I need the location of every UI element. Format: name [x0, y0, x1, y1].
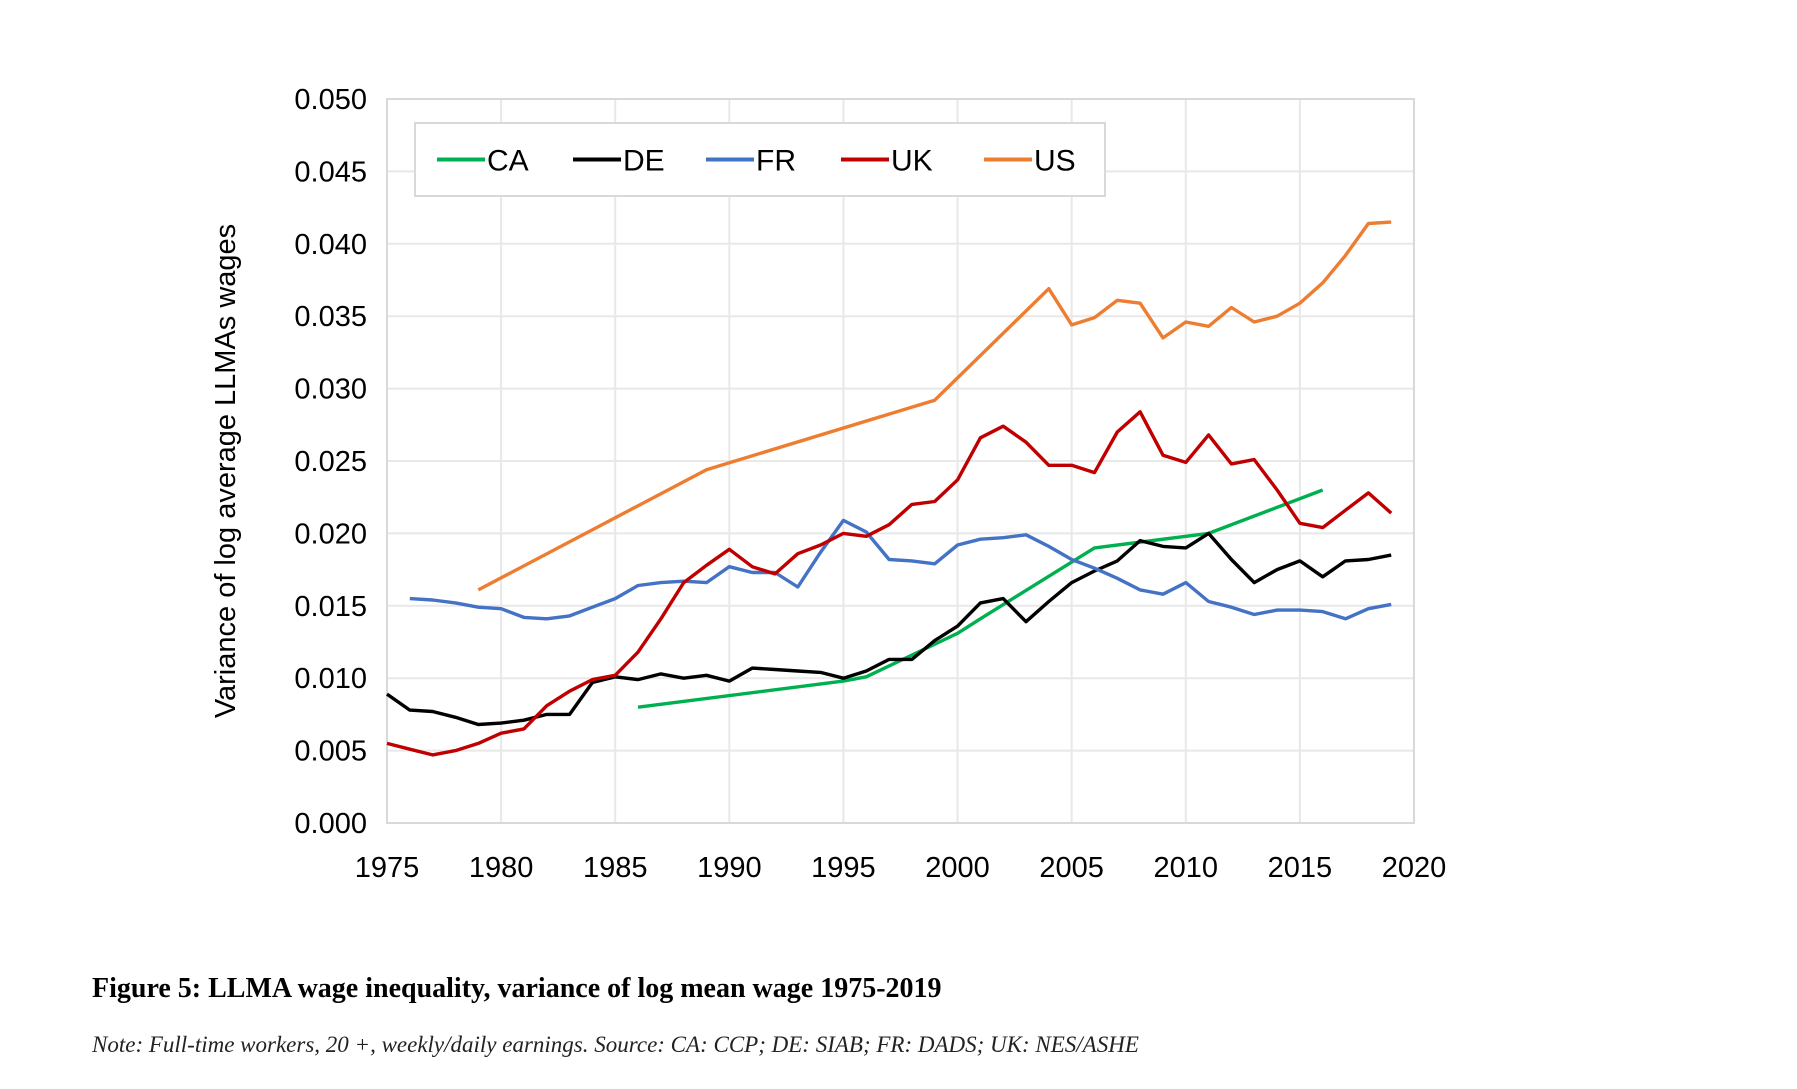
y-tick-label: 0.045 [294, 156, 367, 188]
plot-area [386, 98, 1415, 824]
series-line-us [477, 220, 1392, 592]
legend-label: UK [891, 145, 933, 178]
legend-item-de: DE [573, 145, 665, 178]
x-tick-label: 1985 [583, 852, 648, 884]
y-tick-label: 0.020 [294, 518, 367, 550]
legend-item-fr: FR [706, 145, 796, 178]
figure-caption-title: Figure 5: LLMA wage inequality, variance… [92, 973, 942, 1004]
y-tick-label: 0.050 [294, 84, 367, 116]
series-line-fr [409, 518, 1392, 621]
y-tick-label: 0.005 [294, 736, 367, 768]
x-tick-label: 2020 [1382, 852, 1447, 884]
legend-label: FR [756, 145, 796, 178]
y-axis: 0.000 0.005 0.010 0.015 0.020 0.025 0.030 0.035… [294, 84, 367, 840]
legend-item-us: US [984, 145, 1076, 178]
legend: CA DE FR UK US [414, 122, 1106, 197]
y-tick-label: 0.040 [294, 229, 367, 261]
x-tick-label: 1995 [811, 852, 876, 884]
figure-caption-note: Note: Full-time workers, 20 +, weekly/da… [92, 1032, 1139, 1057]
y-tick-label: 0.030 [294, 374, 367, 406]
legend-label: US [1034, 145, 1076, 178]
series-line-de [386, 531, 1392, 727]
x-tick-label: 1980 [469, 852, 534, 884]
x-tick-label: 1975 [355, 852, 420, 884]
y-tick-label: 0.025 [294, 446, 367, 478]
legend-label: CA [487, 145, 529, 178]
x-tick-label: 1990 [697, 852, 762, 884]
x-tick-label: 2000 [925, 852, 990, 884]
y-tick-label: 0.000 [294, 808, 367, 840]
legend-label: DE [623, 145, 665, 178]
legend-item-ca: CA [437, 145, 529, 178]
legend-item-uk: UK [841, 145, 933, 178]
y-tick-label: 0.015 [294, 591, 367, 623]
series-layer [386, 220, 1393, 757]
series-line-ca [637, 488, 1324, 709]
y-tick-label: 0.010 [294, 663, 367, 695]
x-tick-label: 2005 [1039, 852, 1104, 884]
y-axis-label: Variance of log average LLMAs wages [210, 224, 242, 718]
series-line-uk [386, 410, 1393, 757]
line-chart: 0.000 0.005 0.010 0.015 0.020 0.025 0.030 0.035… [210, 84, 1447, 884]
x-tick-label: 2015 [1268, 852, 1333, 884]
x-axis: 1975 1980 1985 1990 1995 2000 2005 2010 2015 2020 [355, 852, 1447, 884]
x-tick-label: 2010 [1154, 852, 1219, 884]
y-tick-label: 0.035 [294, 301, 367, 333]
